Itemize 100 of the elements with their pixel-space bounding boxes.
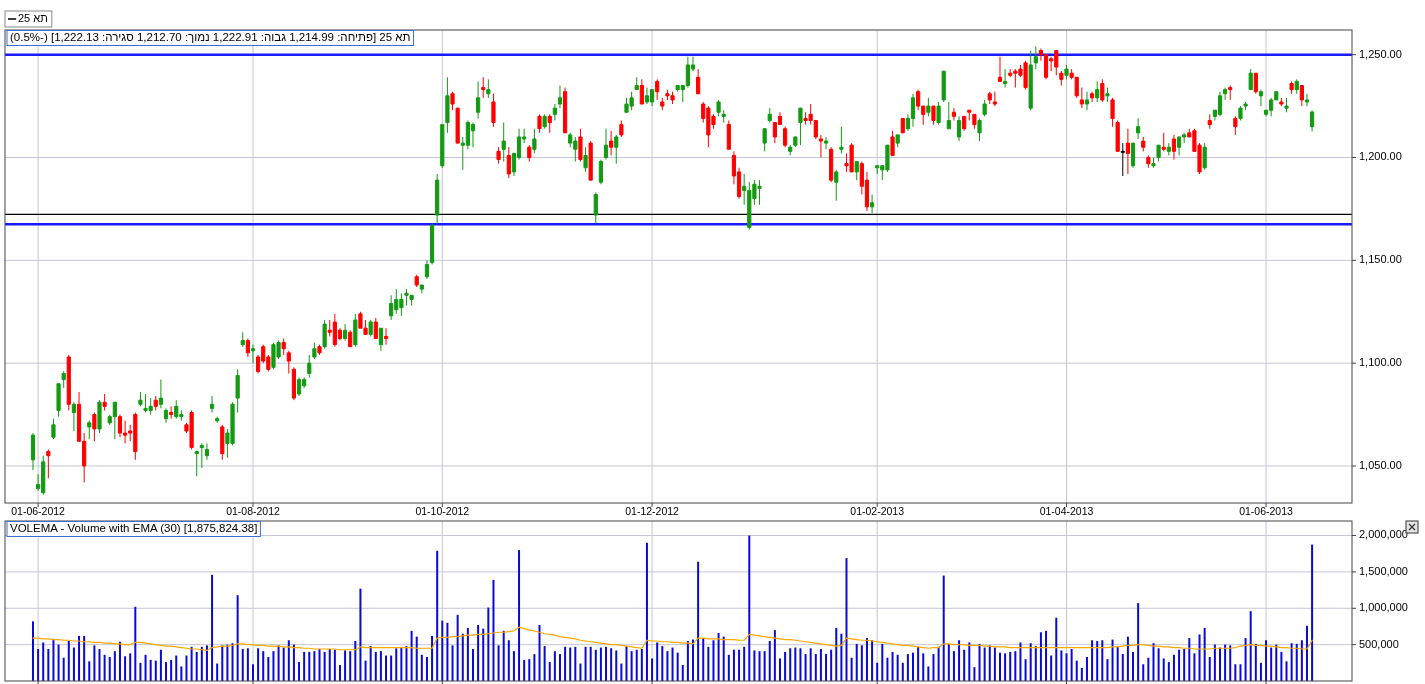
bar bbox=[47, 649, 50, 681]
bar bbox=[748, 535, 751, 681]
bar bbox=[763, 651, 766, 681]
bar bbox=[932, 654, 935, 681]
bar bbox=[1259, 662, 1262, 681]
bar bbox=[901, 662, 904, 681]
candlestick bbox=[696, 68, 701, 95]
bar bbox=[625, 646, 628, 681]
bar bbox=[1111, 639, 1114, 681]
bar bbox=[379, 651, 382, 681]
bar bbox=[461, 633, 464, 681]
bar bbox=[656, 642, 659, 681]
bar bbox=[702, 638, 705, 681]
candlestick bbox=[634, 76, 639, 91]
bar bbox=[1039, 632, 1042, 681]
bar bbox=[200, 646, 203, 681]
bar bbox=[615, 650, 618, 681]
bar bbox=[251, 664, 254, 681]
bar bbox=[1050, 655, 1053, 681]
bar bbox=[860, 645, 863, 681]
candlestick bbox=[71, 401, 77, 432]
text: תא 25 bbox=[18, 11, 48, 24]
y-tick-label: 1,100.00 bbox=[1359, 356, 1402, 369]
bar bbox=[1137, 603, 1140, 681]
candlestick bbox=[1003, 68, 1008, 89]
candlestick bbox=[1233, 115, 1238, 136]
bar bbox=[778, 658, 781, 681]
candlestick bbox=[51, 418, 56, 440]
bar bbox=[359, 588, 362, 681]
bar bbox=[963, 649, 966, 681]
candlestick bbox=[798, 107, 803, 146]
bar bbox=[1142, 664, 1145, 681]
bar bbox=[344, 650, 347, 681]
bar bbox=[630, 651, 633, 681]
bar bbox=[246, 648, 249, 681]
candlestick bbox=[1059, 70, 1064, 87]
candlestick bbox=[153, 395, 158, 411]
candlestick bbox=[583, 146, 588, 173]
candlestick bbox=[603, 128, 609, 161]
bar bbox=[1244, 638, 1247, 681]
bar bbox=[661, 646, 664, 681]
bar bbox=[993, 647, 996, 681]
chart-title: VOLEMA - Volume with EMA (30) [1,875,824.38] bbox=[10, 522, 258, 535]
candlestick bbox=[1079, 87, 1084, 109]
candlestick bbox=[1243, 101, 1248, 111]
bar bbox=[1014, 651, 1017, 681]
y-tick-label: 2,000,000 bbox=[1359, 528, 1408, 541]
candlestick bbox=[557, 85, 563, 109]
candlestick bbox=[1089, 91, 1095, 103]
bar bbox=[727, 654, 730, 681]
candlestick bbox=[312, 342, 317, 360]
bar bbox=[42, 642, 45, 681]
candlestick bbox=[1136, 117, 1141, 140]
bar bbox=[799, 648, 802, 681]
bar bbox=[543, 646, 546, 681]
candlestick bbox=[1258, 89, 1264, 107]
bar bbox=[216, 663, 219, 681]
bar bbox=[267, 657, 270, 681]
candlestick bbox=[1095, 80, 1100, 103]
candlestick bbox=[1161, 132, 1166, 152]
candlestick bbox=[532, 128, 537, 154]
candlestick bbox=[818, 134, 824, 158]
candlestick bbox=[158, 379, 163, 409]
candlestick bbox=[445, 76, 450, 134]
bar bbox=[947, 643, 950, 681]
bar bbox=[610, 648, 613, 681]
x-tick-label: 01-12-2012 bbox=[625, 505, 680, 517]
bar bbox=[855, 643, 858, 681]
x-tick-label: 01-08-2012 bbox=[226, 505, 280, 517]
bar bbox=[707, 646, 710, 681]
candlestick bbox=[92, 412, 97, 442]
bar bbox=[236, 595, 239, 681]
candlestick bbox=[414, 274, 419, 288]
bar bbox=[645, 542, 648, 681]
bar bbox=[211, 574, 214, 681]
candlestick bbox=[199, 442, 204, 469]
candlestick bbox=[1207, 113, 1212, 130]
candlestick bbox=[834, 169, 839, 202]
bar bbox=[1249, 611, 1252, 681]
candlestick bbox=[552, 103, 557, 121]
candlestick bbox=[946, 101, 951, 130]
candlestick bbox=[378, 327, 383, 352]
bar bbox=[1060, 650, 1063, 681]
bar bbox=[533, 654, 536, 681]
bar bbox=[906, 654, 909, 681]
bar bbox=[364, 660, 367, 681]
bar bbox=[154, 660, 157, 681]
candlestick bbox=[476, 80, 481, 119]
candlestick bbox=[455, 107, 460, 144]
bar bbox=[185, 655, 188, 681]
bar bbox=[753, 650, 756, 681]
bar bbox=[502, 630, 505, 681]
bar bbox=[978, 643, 981, 681]
candlestick bbox=[578, 128, 583, 163]
candlestick bbox=[614, 134, 619, 165]
bar bbox=[338, 665, 341, 681]
bar bbox=[262, 651, 265, 681]
bar bbox=[1183, 649, 1186, 681]
candlestick bbox=[1217, 91, 1223, 117]
candlestick bbox=[353, 313, 358, 348]
